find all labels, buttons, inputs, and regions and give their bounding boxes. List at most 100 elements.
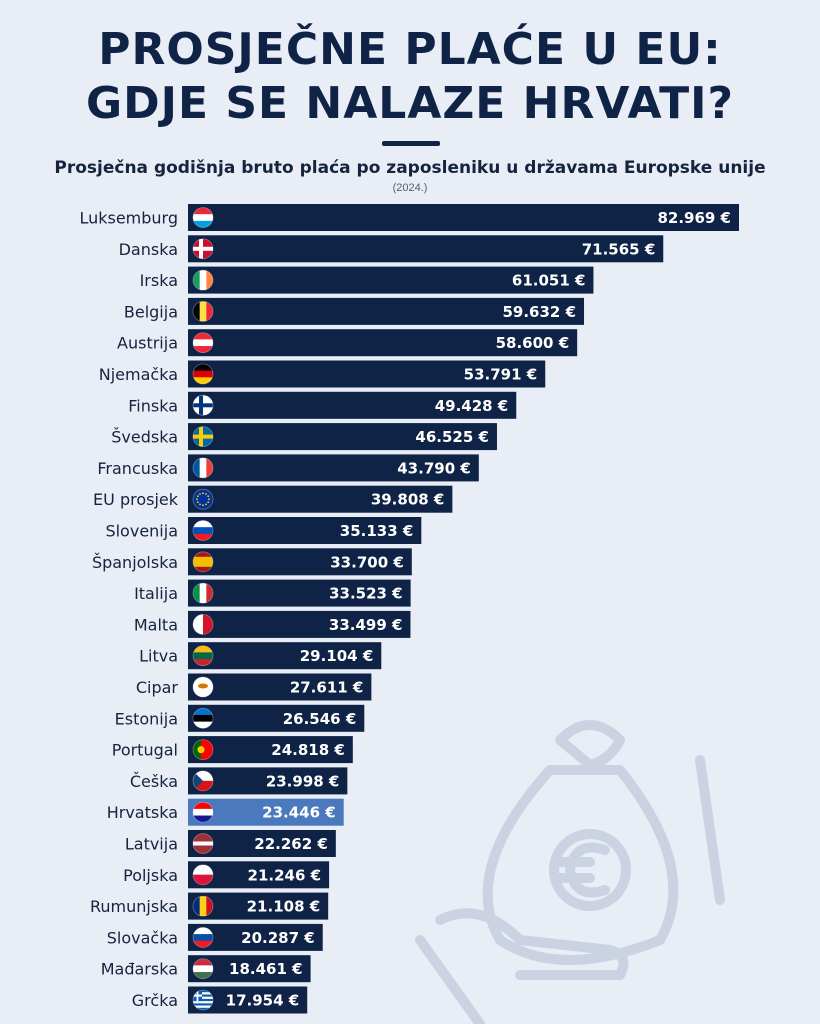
flag-hungary-icon xyxy=(192,958,214,980)
category-label-irska: Irska xyxy=(140,271,178,290)
bar-estonija xyxy=(188,704,365,732)
bar-njemacka xyxy=(188,360,546,388)
category-label-finska: Finska xyxy=(128,396,178,415)
category-label-hrvatska: Hrvatska xyxy=(107,803,178,822)
flag-romania-icon xyxy=(192,895,214,917)
bar-chart: Luksemburg 82.969 € Danska 71.565 € Irska 61.… xyxy=(79,204,739,1014)
category-label-luksemburg: Luksemburg xyxy=(79,209,178,228)
value-label-italija: 33.523 € xyxy=(329,585,403,603)
value-label-latvija: 22.262 € xyxy=(254,835,328,853)
value-label-litva: 29.104 € xyxy=(300,647,374,665)
category-label-litva: Litva xyxy=(139,647,178,666)
flag-slovakia-icon xyxy=(192,927,214,948)
bar-malta xyxy=(188,610,411,638)
bar-belgija xyxy=(188,297,585,325)
chart-subtitle: Prosječna godišnja bruto plaća po zaposl… xyxy=(54,158,766,178)
category-label-austrija: Austrija xyxy=(117,334,178,353)
value-label-njemacka: 53.791 € xyxy=(464,366,538,384)
flag-portugal-icon xyxy=(192,739,214,760)
category-label-italija: Italija xyxy=(134,584,178,603)
flag-spain-icon xyxy=(192,551,214,573)
category-label-slovenija: Slovenija xyxy=(105,522,178,541)
value-label-francuska: 43.790 € xyxy=(397,459,471,477)
bar-austrija xyxy=(188,329,578,357)
category-label-njemacka: Njemačka xyxy=(99,365,178,384)
category-label-portugal: Portugal xyxy=(112,741,178,760)
flag-greece-icon xyxy=(192,989,214,1011)
value-label-austrija: 58.600 € xyxy=(496,334,570,352)
value-label-malta: 33.499 € xyxy=(329,616,403,634)
chart-year: (2024.) xyxy=(392,182,428,194)
value-label-danska: 71.565 € xyxy=(582,240,656,258)
bar-cipar xyxy=(188,673,372,701)
value-label-portugal: 24.818 € xyxy=(271,741,345,759)
value-label-slovacka: 20.287 € xyxy=(241,929,315,947)
value-label-luksemburg: 82.969 € xyxy=(657,209,731,227)
value-label-belgija: 59.632 € xyxy=(502,303,576,321)
value-label-madarska: 18.461 € xyxy=(229,960,303,978)
title-line-2: GDJE SE NALAZE HRVATI? xyxy=(85,78,734,129)
value-label-svedska: 46.525 € xyxy=(415,428,489,446)
value-label-poljska: 21.246 € xyxy=(248,866,322,884)
category-label-estonija: Estonija xyxy=(115,709,178,728)
bar-finska xyxy=(188,391,517,419)
bar-portugal xyxy=(188,736,353,764)
flag-latvia-icon xyxy=(192,833,214,854)
flag-italy-icon xyxy=(192,582,214,604)
title-divider xyxy=(382,141,440,146)
category-label-slovacka: Slovačka xyxy=(107,928,178,947)
category-label-spanjolska: Španjolska xyxy=(92,553,178,572)
flag-luxembourg-icon xyxy=(192,207,214,228)
flag-estonia-icon xyxy=(192,707,214,729)
bar-svedska xyxy=(188,423,497,451)
bar-hrvatska xyxy=(188,798,344,826)
flag-finland-icon xyxy=(192,394,214,416)
value-label-spanjolska: 33.700 € xyxy=(330,553,404,571)
value-label-estonija: 26.546 € xyxy=(283,710,357,728)
flag-cyprus-icon xyxy=(192,676,214,698)
flag-croatia-icon xyxy=(192,801,214,823)
flag-slovenia-icon xyxy=(192,520,214,541)
bar-eu-prosjek xyxy=(188,485,453,513)
flag-malta-icon xyxy=(192,613,214,635)
value-label-irska: 61.051 € xyxy=(512,272,586,290)
flag-lithuania-icon xyxy=(192,645,214,667)
flag-poland-icon xyxy=(192,864,214,886)
value-label-hrvatska: 23.446 € xyxy=(262,804,336,822)
category-label-malta: Malta xyxy=(134,615,178,634)
flag-sweden-icon xyxy=(192,426,214,448)
bar-slovenija xyxy=(188,517,422,544)
category-label-poljska: Poljska xyxy=(123,866,178,885)
bar-irska xyxy=(188,266,594,294)
category-label-francuska: Francuska xyxy=(97,459,178,478)
value-label-finska: 49.428 € xyxy=(435,397,509,415)
flag-ireland-icon xyxy=(192,269,214,291)
category-label-ceska: Češka xyxy=(130,772,178,791)
bar-litva xyxy=(188,642,382,670)
flag-germany-icon xyxy=(192,363,214,385)
bar-francuska xyxy=(188,454,479,482)
flag-austria-icon xyxy=(192,332,214,354)
bar-danska xyxy=(188,235,664,263)
title-line-1: PROSJEČNE PLAĆE U EU: xyxy=(98,24,722,75)
bar-luksemburg xyxy=(188,204,739,231)
category-label-belgija: Belgija xyxy=(124,302,178,321)
category-label-svedska: Švedska xyxy=(111,428,178,447)
category-label-madarska: Mađarska xyxy=(101,960,178,979)
flag-belgium-icon xyxy=(192,301,214,322)
category-label-grcka: Grčka xyxy=(132,991,178,1010)
value-label-rumunjska: 21.108 € xyxy=(247,898,321,916)
value-label-eu-prosjek: 39.808 € xyxy=(371,491,445,509)
value-label-grcka: 17.954 € xyxy=(226,992,300,1010)
category-label-latvija: Latvija xyxy=(125,835,178,854)
category-label-cipar: Cipar xyxy=(136,678,179,697)
bar-italija xyxy=(188,579,411,607)
flag-france-icon xyxy=(192,457,214,479)
flag-czechia-icon xyxy=(192,770,214,792)
category-label-danska: Danska xyxy=(119,240,178,259)
category-label-rumunjska: Rumunjska xyxy=(90,897,178,916)
category-label-eu-prosjek: EU prosjek xyxy=(93,490,179,509)
bar-spanjolska xyxy=(188,548,412,576)
money-bag-hand-icon xyxy=(415,720,725,1024)
flag-denmark-icon xyxy=(192,238,214,260)
